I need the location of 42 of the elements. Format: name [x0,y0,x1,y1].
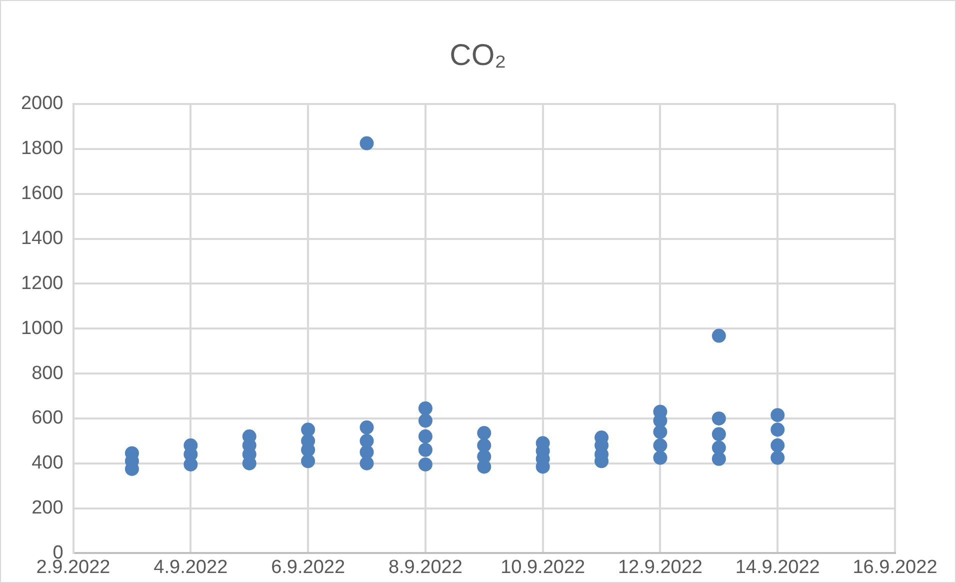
point [418,414,432,428]
x-tick-label: 12.9.2022 [618,556,702,578]
point [653,424,668,439]
y-tick-label: 1600 [20,183,64,204]
y-tick-label: 800 [32,362,64,384]
y-tick-label: 1400 [20,228,64,249]
point [418,429,432,444]
y-tick-label: 1200 [20,272,64,294]
x-tick-label: 8.9.2022 [388,556,462,578]
y-tick-label: 2000 [20,93,64,114]
point [712,427,726,442]
y-tick-label: 200 [32,498,64,519]
x-tick-label: 14.9.2022 [735,556,820,578]
x-tick-label: 10.9.2022 [500,556,586,578]
point [477,426,492,440]
point [653,438,668,452]
point [360,136,374,150]
x-tick-label: 4.9.2022 [154,556,228,578]
point [418,401,432,416]
point [653,450,668,465]
point [770,408,785,422]
y-tick-label: 600 [32,408,64,429]
point [712,328,726,343]
point [418,442,432,457]
y-tick-label: 400 [32,452,64,474]
point [418,457,432,472]
point [360,434,374,448]
chart-title: CO₂ [448,39,508,73]
point [360,420,374,434]
point [301,422,316,437]
point [712,452,726,466]
x-tick-label: 16.9.2022 [852,556,938,578]
point [712,440,726,455]
y-tick-label: 1000 [20,318,64,339]
point [712,411,726,426]
point [477,438,492,452]
point [770,438,785,452]
point [360,456,374,470]
y-tick-label: 1800 [20,138,64,160]
x-tick-label: 6.9.2022 [271,556,346,578]
point [770,450,785,465]
point [770,422,785,437]
